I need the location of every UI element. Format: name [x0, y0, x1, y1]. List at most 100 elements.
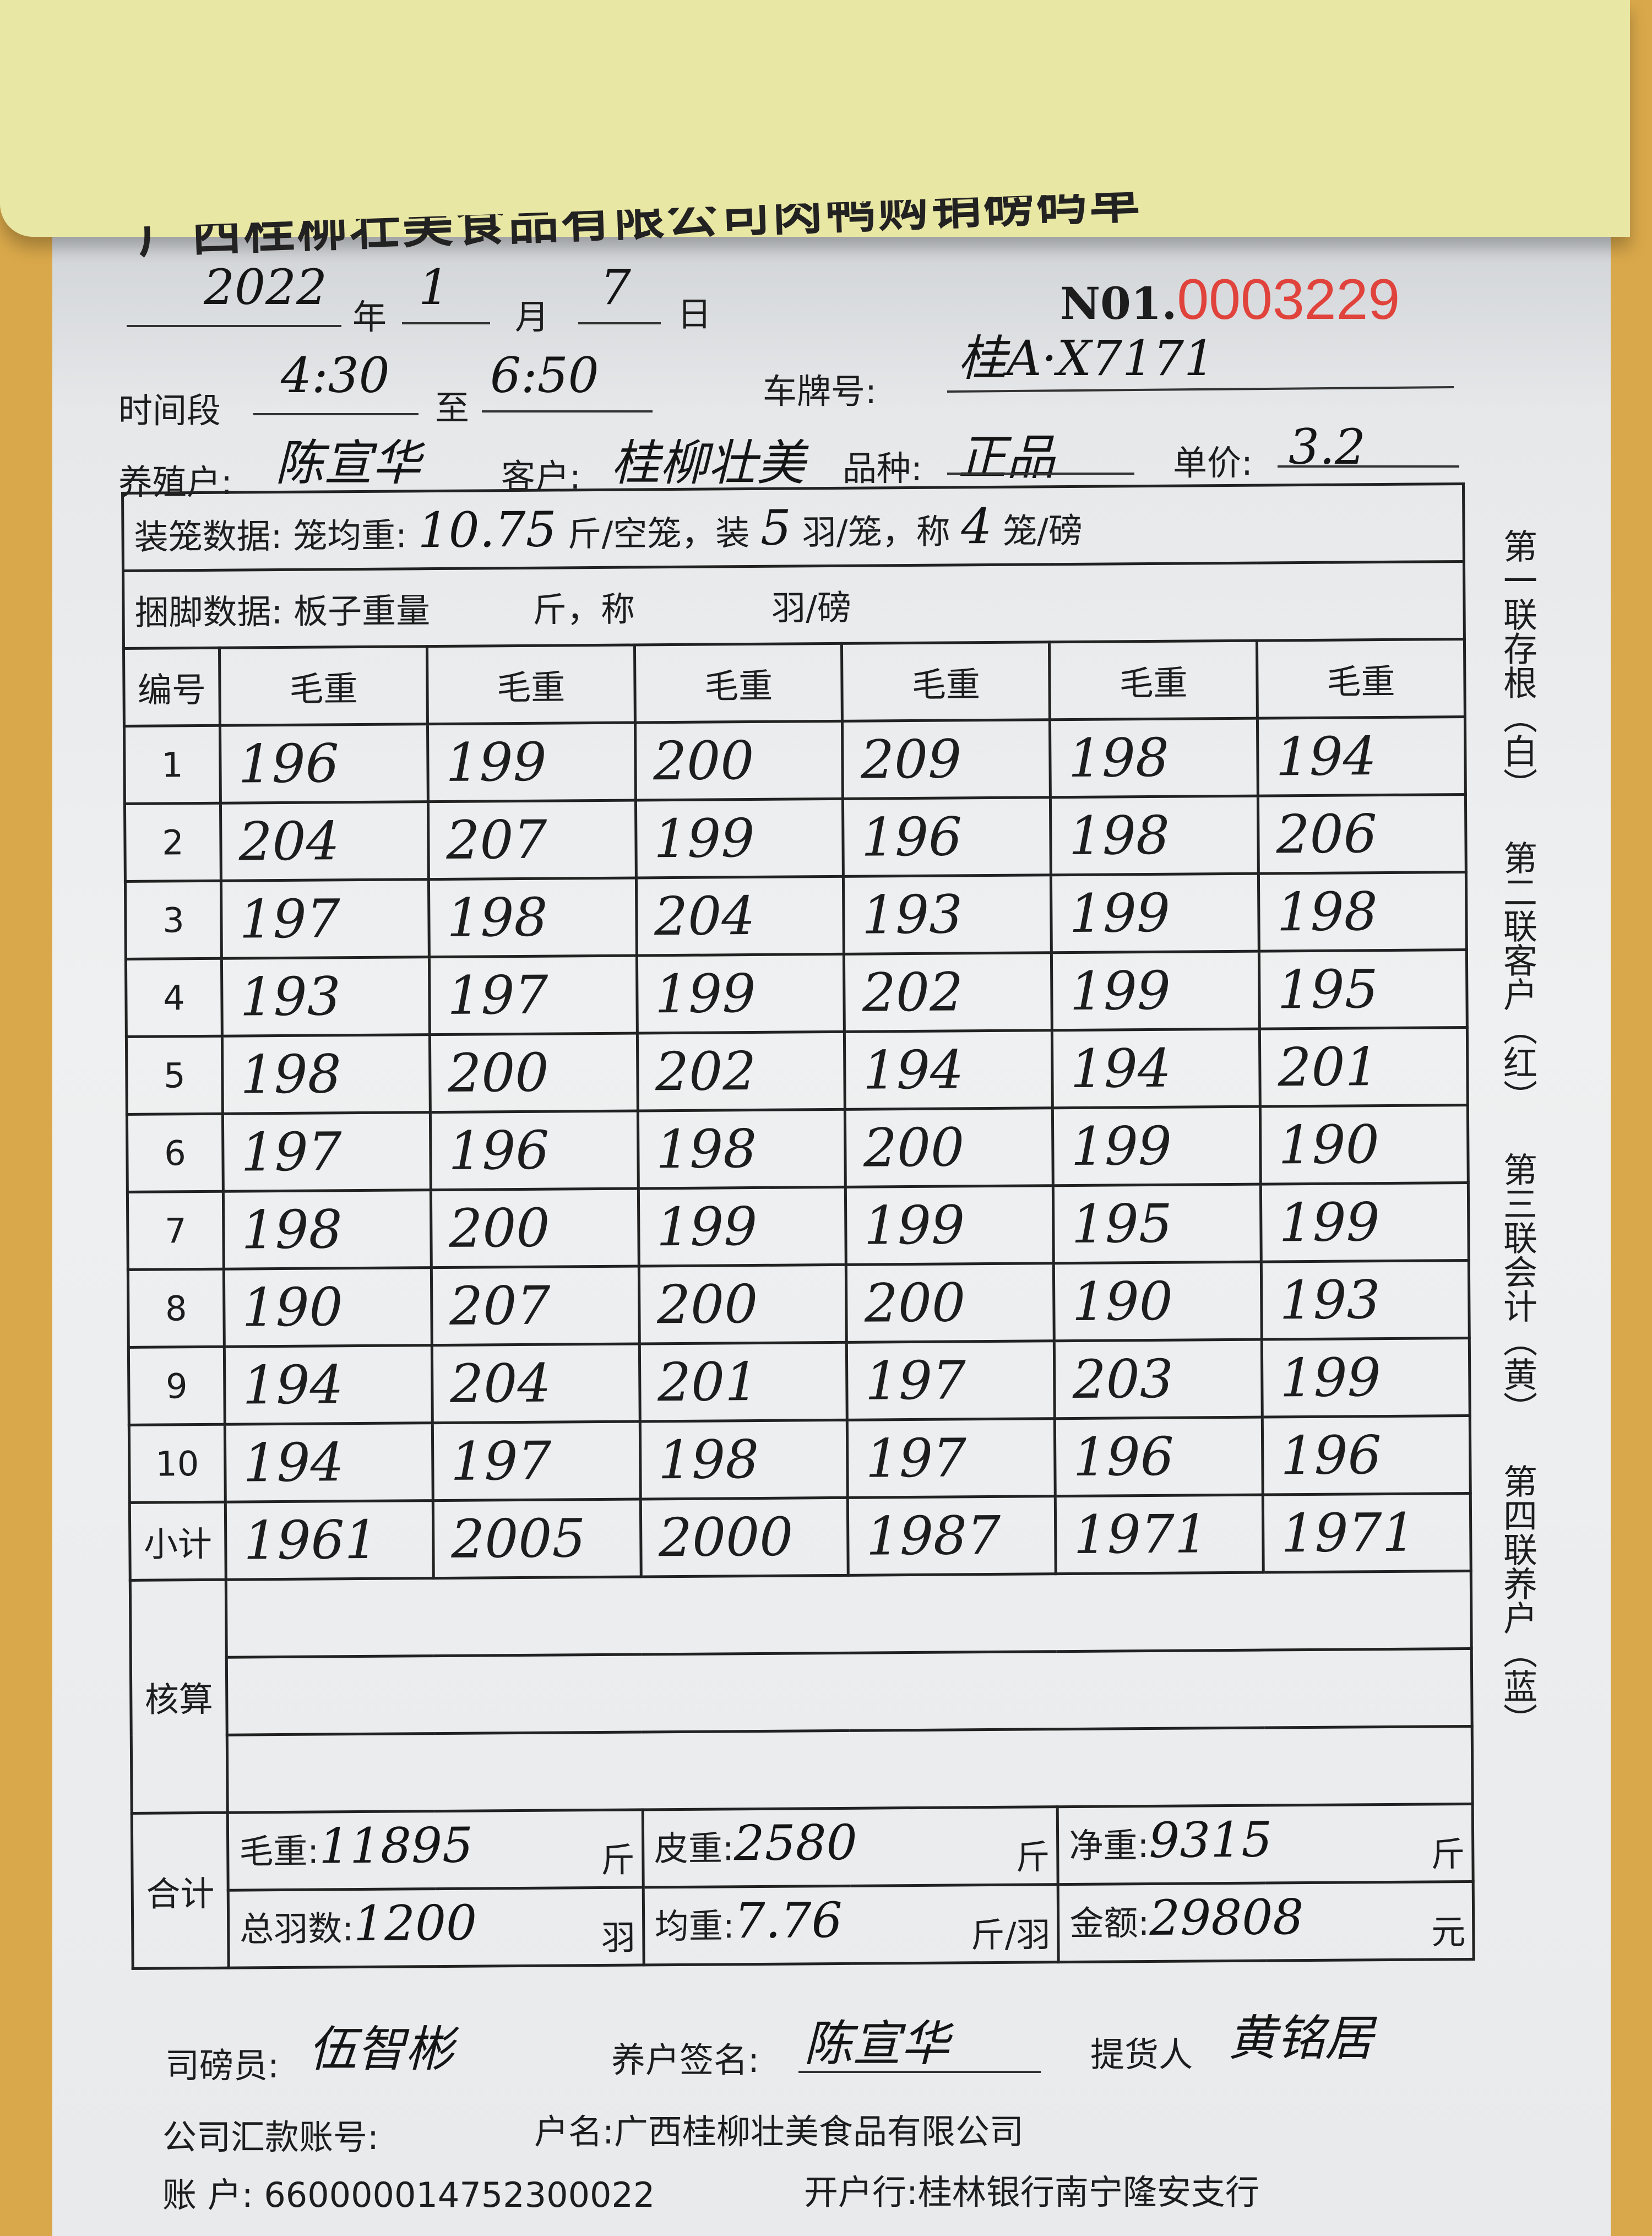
gross-weight-cell: 197: [221, 879, 430, 959]
customer-name: 桂柳壮美: [611, 435, 806, 491]
gross-weight-cell: 199: [1051, 951, 1260, 1030]
subtotal-cell: 1987: [847, 1496, 1056, 1576]
gross-weight-cell: 207: [431, 1266, 639, 1345]
copy-label: 第三联会计（黄）: [1497, 1152, 1537, 1425]
time-to-label: 至: [435, 388, 470, 428]
date-day: 7: [600, 259, 631, 316]
variety-value: 正品: [958, 429, 1056, 486]
date-month: 1: [419, 259, 449, 316]
pickup-signature: 黄铭居: [1228, 2010, 1374, 2066]
subtotal-cell: 1971: [1055, 1495, 1264, 1574]
gross-weight-cell: 199: [635, 799, 844, 878]
copy-label: 第二联客户（红）: [1497, 840, 1537, 1114]
table-row: 7 198 200 199 199 195 199: [127, 1182, 1469, 1270]
gross-weight-cell: 198: [1050, 796, 1259, 875]
gross-weight-cell: 195: [1259, 949, 1468, 1029]
row-number: 5: [126, 1036, 223, 1115]
gross-weight-cell: 202: [844, 952, 1052, 1032]
bind-data: 捆脚数据: 板子重量 斤，称 羽/磅: [123, 561, 1465, 649]
gross-weight-unit: 斤: [600, 1839, 635, 1880]
cage-unit2: 羽/笼，称: [802, 511, 950, 552]
average-weight-value: 7.76: [734, 1891, 843, 1950]
gross-weight-cell: 194: [224, 1345, 433, 1425]
plate-number: 桂A·X7171: [958, 330, 1215, 387]
gross-weight-cell: 毛重:11895 斤: [227, 1809, 643, 1891]
date-year: 2022: [204, 259, 327, 316]
table-row: 6 197 196 198 200 199 190: [127, 1105, 1469, 1192]
average-weight-cell: 均重:7.76 斤/羽: [643, 1884, 1059, 1965]
cage-avg-weight: 10.75: [417, 500, 557, 558]
subtotal-cell: 1961: [225, 1500, 434, 1580]
total-amount-label: 金额:: [1069, 1903, 1150, 1944]
header-cell: 毛重: [427, 644, 635, 724]
account-name: 户名:广西桂柳壮美食品有限公司: [534, 2104, 1024, 2153]
row-number: 8: [128, 1269, 225, 1348]
gross-weight-cell: 207: [428, 800, 637, 880]
gross-weight-cell: 199: [1262, 1338, 1470, 1418]
time-to: 6:50: [490, 347, 599, 404]
row-number: 3: [125, 881, 222, 959]
cage-unit1: 斤/空笼，装: [567, 512, 750, 554]
check-row: [131, 1648, 1472, 1735]
totals-row: 总羽数:1200 羽均重:7.76 斤/羽 金额:29808 元: [132, 1881, 1474, 1968]
gross-weight-cell: 198: [638, 1109, 846, 1188]
gross-weight-cell: 193: [1261, 1260, 1470, 1340]
time-label: 时间段: [118, 390, 221, 431]
gross-weight-cell: 201: [1259, 1027, 1468, 1107]
gross-weight-cell: 198: [222, 1034, 431, 1114]
total-amount-unit: 元: [1431, 1912, 1466, 1952]
totals-row: 合计 毛重:11895 斤皮重:2580 斤净重:9315 斤: [132, 1804, 1474, 1969]
total-amount-value: 29808: [1149, 1888, 1304, 1947]
gross-weight-cell: 204: [220, 801, 429, 881]
gross-weight-cell: 196: [220, 724, 428, 804]
gross-weight-cell: 199: [1260, 1182, 1469, 1262]
row-number: 9: [128, 1347, 225, 1425]
gross-weight-cell: 198: [1258, 872, 1467, 952]
account-number: 账 户: 660000014752300022: [162, 2167, 655, 2217]
time-from: 4:30: [281, 347, 390, 404]
birds-per-cage: 5: [760, 499, 792, 556]
cage-data: 装笼数据: 笼均重: 10.75 斤/空笼，装 5 羽/笼，称 4 笼/磅: [122, 484, 1464, 571]
gross-weight-cell: 198: [639, 1420, 848, 1499]
pickup-label: 提货人: [1090, 2034, 1193, 2075]
net-weight-cell: 净重:9315 斤: [1057, 1804, 1474, 1885]
gross-weight-cell: 203: [1054, 1339, 1263, 1419]
net-weight-value: 9315: [1148, 1811, 1273, 1869]
account-number-value: 660000014752300022: [264, 2175, 655, 2215]
table-row: 3 197 198 204 193 199 198: [125, 872, 1467, 959]
gross-weight-cell: 196: [1262, 1415, 1471, 1495]
gross-weight-value: 11895: [318, 1816, 474, 1875]
check-label: 核算: [130, 1580, 228, 1814]
gross-weight-cell: 195: [1053, 1184, 1262, 1263]
month-label: 月: [515, 297, 550, 337]
table-row: 5 198 200 202 194 194 201: [126, 1027, 1468, 1115]
gross-weight-cell: 199: [845, 1185, 1054, 1265]
check-row: 核算: [130, 1571, 1472, 1814]
row-number: 10: [129, 1424, 226, 1503]
weigher-signature: 伍智彬: [308, 2021, 454, 2077]
subtotal-cell: 1971: [1263, 1493, 1471, 1573]
account-name-value: 广西桂柳壮美食品有限公司: [613, 2112, 1024, 2152]
header-row: 编号 毛重 毛重 毛重 毛重 毛重 毛重: [123, 639, 1465, 726]
weigher-label: 司磅员:: [165, 2045, 279, 2086]
gross-weight-cell: 190: [1260, 1105, 1469, 1185]
header-cell: 毛重: [634, 643, 843, 723]
gross-weight-cell: 199: [638, 1187, 846, 1266]
header-cell: 毛重: [219, 646, 428, 726]
cage-data-row: 装笼数据: 笼均重: 10.75 斤/空笼，装 5 羽/笼，称 4 笼/磅: [122, 484, 1464, 571]
check-cell: [227, 1726, 1473, 1813]
table-row: 1 196 199 200 209 198 194: [124, 717, 1466, 804]
gross-weight-cell: 198: [1050, 718, 1258, 797]
tare-weight-unit: 斤: [1015, 1837, 1050, 1877]
gross-weight-cell: 194: [844, 1030, 1053, 1110]
gross-weight-cell: 200: [639, 1264, 847, 1344]
check-cell: [226, 1571, 1472, 1658]
table-row: 2 204 207 199 196 198 206: [124, 794, 1466, 882]
bank: 开户行:桂林银行南宁隆安支行: [804, 2164, 1259, 2214]
farmer-signature: 陈宣华: [804, 2015, 950, 2072]
average-weight-label: 均重:: [654, 1906, 735, 1947]
bind-data-row: 捆脚数据: 板子重量 斤，称 羽/磅: [123, 561, 1465, 649]
gross-weight-cell: 199: [1051, 873, 1259, 953]
farmer-name: 陈宣华: [275, 435, 421, 491]
gross-weight-cell: 197: [432, 1421, 640, 1501]
